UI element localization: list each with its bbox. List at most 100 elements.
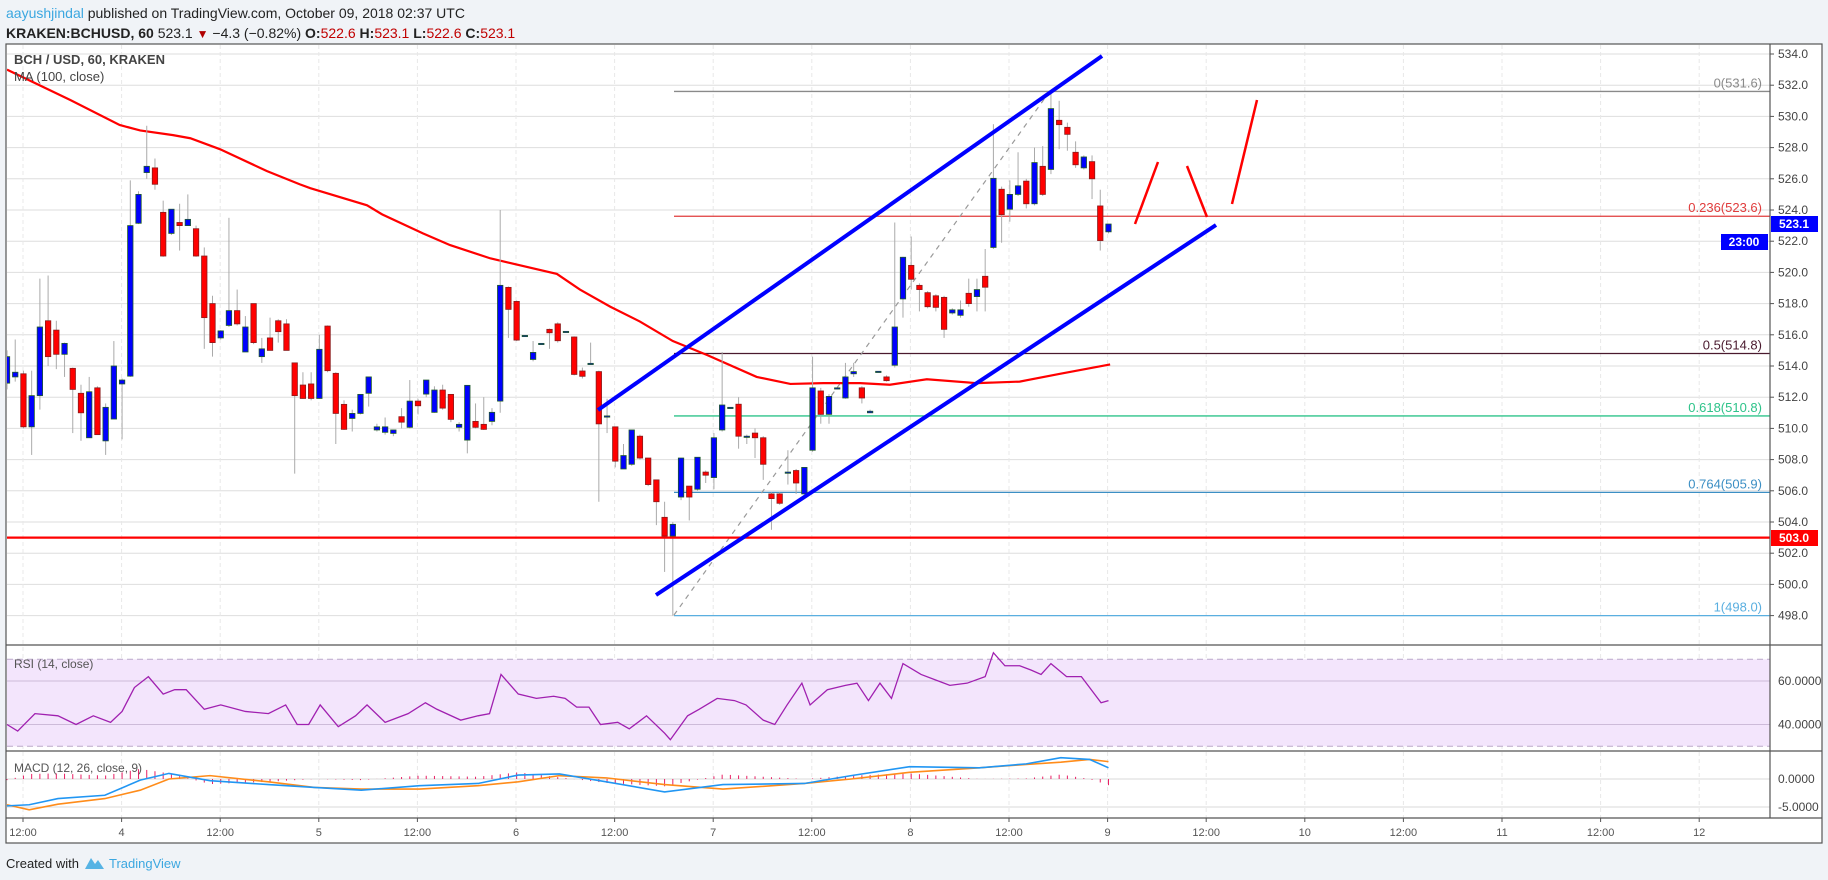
tradingview-link[interactable]: TradingView: [108, 855, 181, 871]
time-tick-label: 12:00: [9, 827, 37, 839]
candle-down: [45, 320, 52, 358]
projection-up-2[interactable]: [1230, 99, 1259, 205]
price-tick-label: 518.0: [1778, 297, 1808, 311]
candle-up: [423, 379, 430, 395]
candle-up: [225, 310, 233, 326]
author-link[interactable]: aayushjindal: [6, 5, 84, 21]
candle-up: [521, 335, 528, 338]
projection-arrows[interactable]: [1133, 99, 1259, 225]
candle-down: [266, 337, 274, 351]
time-tick-label: 7: [710, 827, 716, 839]
candle-up: [455, 423, 463, 428]
candle-up: [406, 400, 413, 428]
candle-up: [110, 365, 117, 420]
candle-up: [990, 177, 997, 248]
candle-down: [308, 383, 315, 399]
macd-tick-label: 0.0000: [1778, 772, 1815, 786]
candle-down: [636, 435, 644, 459]
time-tick-label: 12:00: [404, 827, 432, 839]
candle-up: [127, 225, 134, 377]
fibonacci-retracement[interactable]: 0(531.6) 0.236(523.6) 0.5(514.8) 0.618(510.…: [674, 75, 1770, 617]
candle-down: [940, 296, 948, 330]
candle-down: [192, 228, 200, 257]
candle-down: [77, 392, 85, 414]
price-tick-label: 528.0: [1778, 141, 1808, 155]
channel-lower-line[interactable]: [654, 223, 1218, 597]
candle-up: [168, 208, 175, 234]
candle-down: [398, 416, 405, 423]
price-tick-label: 526.0: [1778, 172, 1808, 186]
open-value: 522.6: [320, 25, 356, 41]
candle-up: [842, 376, 849, 399]
ma-legend[interactable]: MA (100, close): [14, 69, 104, 84]
fib-level-label: 0.764(505.9): [1688, 476, 1762, 491]
candle-down: [324, 325, 331, 372]
projection-up-1[interactable]: [1133, 161, 1160, 225]
candle-up: [834, 387, 841, 390]
candle-up: [603, 415, 611, 418]
candle-up: [1014, 185, 1022, 195]
candle-up: [382, 426, 389, 433]
support-badge-text: 503.0: [1779, 531, 1809, 545]
time-tick-label: 12: [1693, 827, 1705, 839]
candle-up: [1080, 156, 1087, 169]
candle-down: [234, 310, 241, 325]
time-tick-label: 6: [513, 827, 519, 839]
price-tick-label: 498.0: [1778, 609, 1808, 623]
fib-trend-line[interactable]: [673, 90, 1051, 616]
candle-down: [151, 167, 159, 185]
time-tick-label: 12:00: [1587, 827, 1615, 839]
candle-up: [899, 256, 907, 300]
candle-up: [949, 309, 956, 314]
candle-up: [743, 435, 750, 438]
time-tick-label: 12:00: [1390, 827, 1418, 839]
macd-line: [6, 756, 1109, 807]
fib-level-label: 1(498.0): [1714, 600, 1762, 615]
macd-legend[interactable]: MACD (12, 26, close, 9): [14, 761, 142, 775]
candle-down: [447, 393, 454, 420]
candle-down: [201, 255, 208, 319]
rsi-legend[interactable]: RSI (14, close): [14, 657, 93, 671]
candle-up: [357, 393, 364, 414]
candle-up: [217, 330, 224, 339]
candle-down: [291, 362, 298, 397]
candle-down: [439, 389, 446, 409]
projection-down[interactable]: [1185, 165, 1209, 218]
time-tick-label: 10: [1299, 827, 1311, 839]
price-tick-label: 530.0: [1778, 109, 1808, 123]
fib-level-label: 0(531.6): [1714, 75, 1762, 90]
candle-up: [809, 387, 816, 451]
channel-upper-line[interactable]: [596, 54, 1104, 412]
candle-up: [784, 471, 792, 474]
candle-down: [702, 471, 709, 476]
candle-down: [513, 301, 520, 341]
candle-down: [1056, 119, 1063, 126]
candle-up: [1031, 162, 1038, 205]
time-tick-label: 12:00: [995, 827, 1023, 839]
candle-up: [801, 466, 808, 495]
candle-up: [875, 370, 882, 373]
candle-up: [28, 395, 35, 428]
footer: Created with TradingView: [6, 855, 181, 871]
macd-tick-label: -5.0000: [1778, 800, 1819, 814]
candle-up: [669, 523, 676, 537]
candle-down: [768, 493, 775, 500]
price-tick-label: 510.0: [1778, 421, 1808, 435]
candle-down: [340, 403, 348, 430]
price-tick-label: 534.0: [1778, 47, 1808, 61]
axes: 534.0 532.0 530.0 528.0 526.0 524.0 522.0 520.0…: [6, 44, 1822, 839]
candle-down: [414, 400, 422, 407]
candle-up: [973, 289, 981, 297]
candle-up: [61, 342, 68, 355]
candle-down: [686, 485, 693, 498]
candle-up: [143, 165, 150, 173]
candle-down: [332, 372, 339, 414]
candle-down: [793, 470, 800, 484]
time-tick-label: 4: [119, 827, 125, 839]
candle-up: [390, 429, 397, 434]
candle-up: [628, 429, 635, 465]
candle-down: [1023, 180, 1030, 205]
candle-up: [86, 391, 93, 439]
candle-up: [242, 326, 249, 353]
